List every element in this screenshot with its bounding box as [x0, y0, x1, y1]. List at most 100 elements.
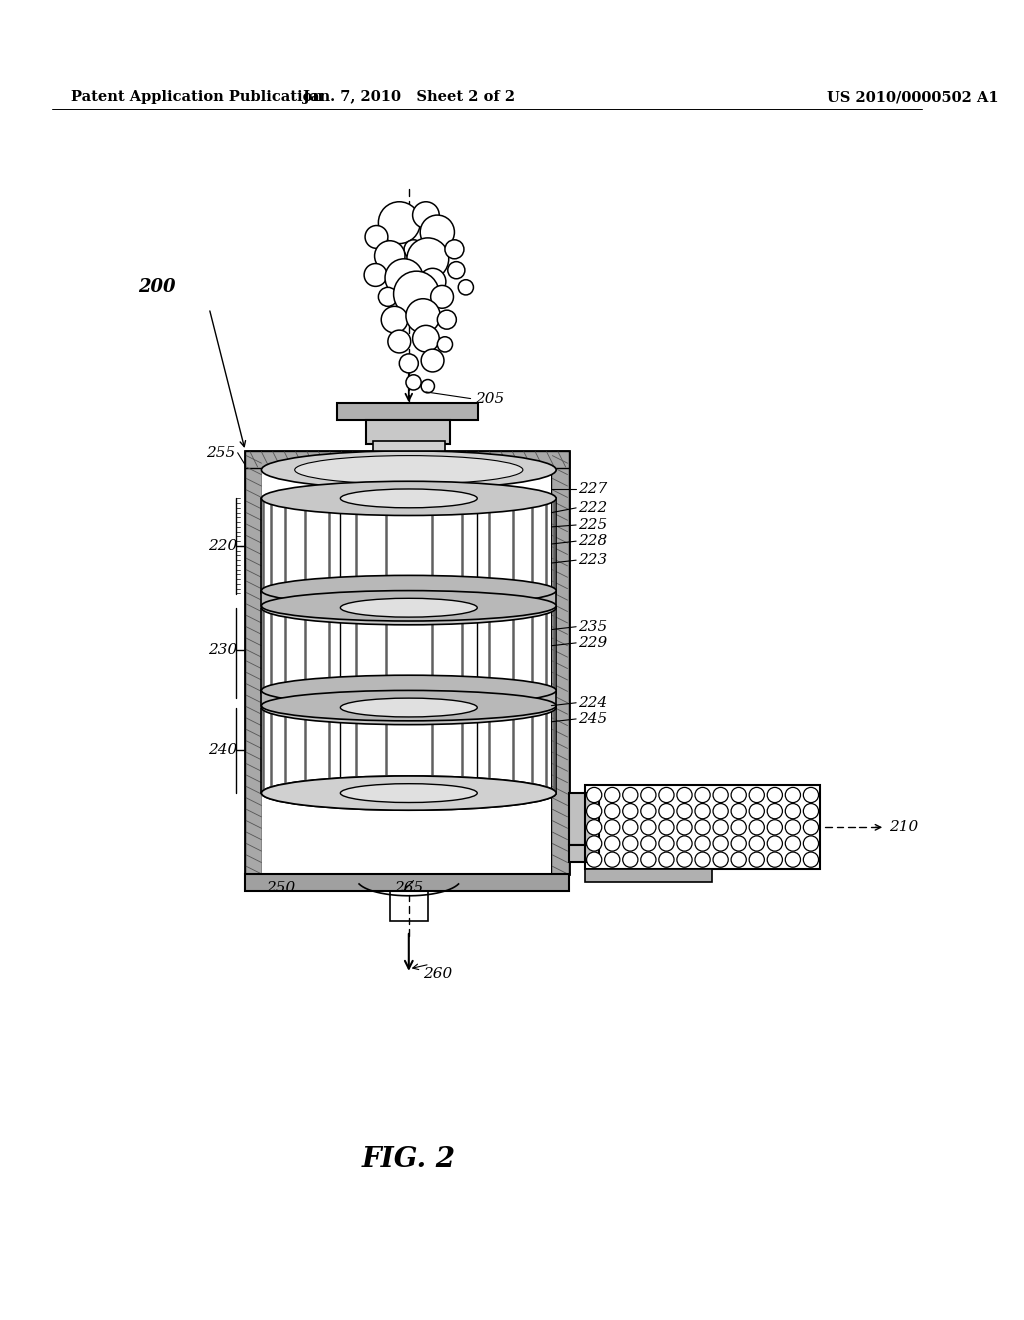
Text: 230: 230: [209, 643, 238, 657]
Circle shape: [785, 836, 801, 851]
Circle shape: [767, 788, 782, 803]
Text: 227: 227: [578, 482, 607, 496]
Circle shape: [604, 851, 620, 867]
Circle shape: [385, 259, 423, 297]
Ellipse shape: [340, 698, 477, 717]
Circle shape: [641, 836, 656, 851]
Circle shape: [677, 788, 692, 803]
Circle shape: [767, 820, 782, 836]
Circle shape: [804, 851, 818, 867]
Circle shape: [658, 851, 674, 867]
Ellipse shape: [261, 482, 556, 516]
Ellipse shape: [340, 784, 477, 803]
Circle shape: [750, 820, 764, 836]
Circle shape: [431, 285, 454, 309]
Text: 200: 200: [138, 279, 176, 296]
Text: 229: 229: [578, 636, 607, 649]
Ellipse shape: [261, 590, 556, 620]
Ellipse shape: [261, 690, 556, 721]
Circle shape: [750, 836, 764, 851]
Circle shape: [785, 851, 801, 867]
Ellipse shape: [340, 684, 477, 702]
Ellipse shape: [340, 488, 477, 508]
Circle shape: [785, 804, 801, 818]
Circle shape: [731, 788, 746, 803]
Circle shape: [713, 836, 728, 851]
Text: 240: 240: [209, 743, 238, 758]
Ellipse shape: [261, 576, 556, 606]
Bar: [246, 451, 568, 469]
Circle shape: [658, 788, 674, 803]
Circle shape: [677, 836, 692, 851]
Ellipse shape: [261, 676, 556, 706]
Text: Patent Application Publication: Patent Application Publication: [72, 90, 324, 104]
Circle shape: [375, 240, 406, 271]
Circle shape: [437, 337, 453, 352]
Ellipse shape: [261, 577, 556, 611]
Circle shape: [604, 788, 620, 803]
Ellipse shape: [261, 690, 556, 725]
Circle shape: [366, 226, 388, 248]
Circle shape: [623, 851, 638, 867]
Text: 225: 225: [578, 517, 607, 532]
Circle shape: [731, 820, 746, 836]
Text: 235: 235: [578, 619, 607, 634]
Bar: [261, 690, 556, 706]
Bar: [262, 469, 551, 874]
Circle shape: [750, 788, 764, 803]
Circle shape: [587, 836, 602, 851]
Circle shape: [587, 851, 602, 867]
Circle shape: [767, 836, 782, 851]
Text: Jan. 7, 2010   Sheet 2 of 2: Jan. 7, 2010 Sheet 2 of 2: [303, 90, 515, 104]
Circle shape: [731, 836, 746, 851]
Circle shape: [421, 348, 444, 372]
Text: 260: 260: [423, 966, 453, 981]
Text: 250: 250: [266, 882, 296, 895]
Circle shape: [767, 804, 782, 818]
Circle shape: [604, 804, 620, 818]
Ellipse shape: [295, 455, 523, 484]
Circle shape: [641, 851, 656, 867]
Circle shape: [731, 851, 746, 867]
Circle shape: [413, 325, 439, 352]
Circle shape: [407, 238, 449, 280]
Circle shape: [677, 851, 692, 867]
Text: FIG. 2: FIG. 2: [361, 1146, 456, 1172]
Circle shape: [388, 330, 411, 352]
Text: 220: 220: [209, 539, 238, 553]
Circle shape: [713, 820, 728, 836]
Bar: [246, 451, 568, 874]
Circle shape: [444, 240, 464, 259]
Circle shape: [713, 804, 728, 818]
Bar: [551, 451, 568, 874]
Bar: [585, 785, 820, 869]
Circle shape: [399, 354, 419, 372]
Text: 255: 255: [207, 446, 236, 459]
Text: 224: 224: [578, 696, 607, 710]
Circle shape: [658, 836, 674, 851]
Circle shape: [713, 851, 728, 867]
Ellipse shape: [340, 583, 477, 603]
Circle shape: [750, 804, 764, 818]
Bar: [246, 874, 568, 891]
Circle shape: [587, 820, 602, 836]
Bar: [568, 793, 599, 845]
Circle shape: [623, 804, 638, 818]
Ellipse shape: [261, 776, 556, 810]
Text: 205: 205: [475, 392, 505, 405]
Circle shape: [587, 788, 602, 803]
Text: 228: 228: [578, 535, 607, 548]
Text: 210: 210: [889, 820, 919, 834]
Circle shape: [587, 804, 602, 818]
Bar: [568, 845, 599, 862]
Circle shape: [623, 820, 638, 836]
Circle shape: [379, 202, 420, 244]
Ellipse shape: [261, 676, 556, 710]
Circle shape: [641, 788, 656, 803]
Circle shape: [623, 836, 638, 851]
Circle shape: [804, 804, 818, 818]
Circle shape: [379, 288, 397, 306]
Circle shape: [695, 851, 711, 867]
Circle shape: [785, 788, 801, 803]
Circle shape: [393, 271, 439, 317]
